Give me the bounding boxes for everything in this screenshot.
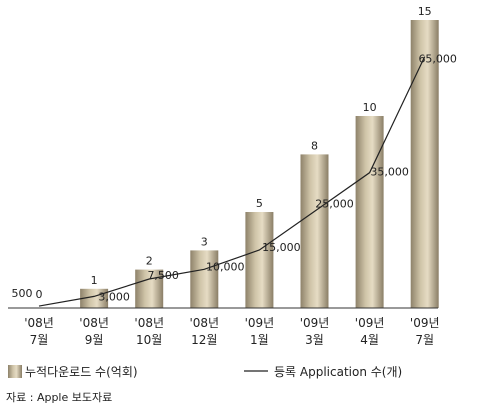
bar-value-label: 10 (363, 101, 377, 114)
bar-value-label: 0 (36, 288, 43, 301)
source-note: 자료 : Apple 보도자료 (6, 391, 113, 404)
line-value-label: 35,000 (370, 166, 409, 179)
line-value-label: 15,000 (262, 241, 301, 254)
x-tick-label: '08년 (189, 316, 219, 330)
x-tick-label: 9월 (85, 333, 104, 347)
bar (355, 116, 384, 308)
bar-value-label: 8 (311, 139, 318, 152)
line-series (38, 56, 426, 307)
bar-value-label: 15 (418, 5, 432, 18)
bar (410, 20, 439, 308)
bar-value-label: 1 (91, 274, 98, 287)
legend-bar-label: 누적다운로드 수(억회) (25, 365, 138, 379)
line-value-label: 25,000 (315, 197, 354, 210)
x-tick-label: '08년 (79, 316, 109, 330)
line-value-label: 3,000 (98, 290, 130, 303)
bar-value-label: 2 (146, 255, 153, 268)
bar-value-label: 5 (256, 197, 263, 210)
bar (190, 250, 219, 308)
bar-value-label: 3 (201, 235, 208, 248)
bar (135, 269, 164, 308)
line-value-label: 10,000 (206, 260, 245, 273)
x-tick-label: 12월 (191, 333, 217, 347)
bar (300, 154, 329, 308)
x-tick-label: '09년 (355, 316, 385, 330)
line-value-label: 65,000 (418, 53, 457, 66)
x-tick-label: '09년 (410, 316, 440, 330)
x-tick-label: '09년 (245, 316, 275, 330)
x-tick-label: '08년 (134, 316, 164, 330)
x-tick-label: '09년 (300, 316, 330, 330)
legend-line-label: 등록 Application 수(개) (274, 365, 402, 379)
x-tick-label: '08년 (24, 316, 54, 330)
legend-bar-swatch (8, 365, 22, 378)
x-tick-label: 3월 (305, 333, 324, 347)
line-value-label: 7,500 (147, 269, 179, 282)
x-tick-label: 4월 (360, 333, 379, 347)
x-tick-label: 7월 (415, 333, 434, 347)
line-value-label: 500 (12, 287, 33, 300)
x-tick-label: 1월 (250, 333, 269, 347)
x-tick-label: 10월 (136, 333, 162, 347)
x-tick-label: 7월 (30, 333, 49, 347)
bar (245, 212, 274, 308)
